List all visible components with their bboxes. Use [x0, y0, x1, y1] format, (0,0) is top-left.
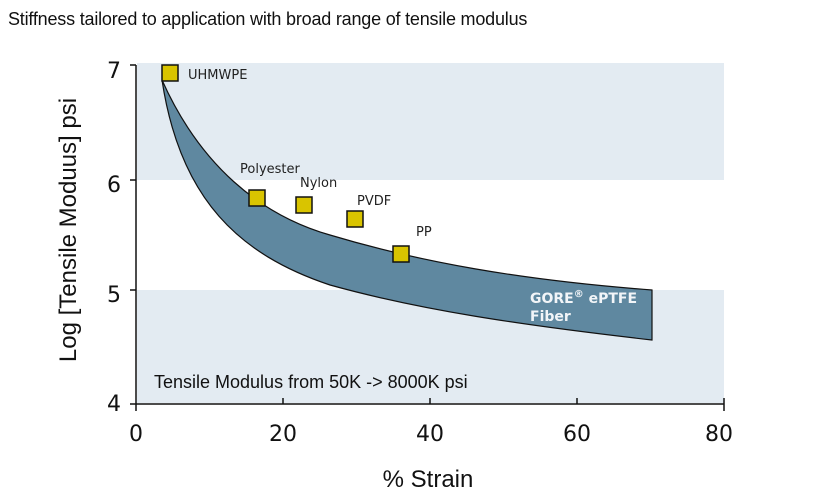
modulus-range-annotation: Tensile Modulus from 50K -> 8000K psi [154, 372, 468, 392]
eptfe-region [161, 79, 653, 341]
chart-title: Stiffness tailored to application with b… [8, 9, 528, 29]
y-tick-6: 6 [107, 173, 121, 198]
label-pp: PP [416, 225, 432, 240]
region-label: GORE® ePTFE [530, 289, 637, 307]
y-ticks [130, 64, 136, 405]
x-axis-title: % Strain [383, 466, 474, 493]
label-nylon: Nylon [300, 176, 337, 191]
y-tick-4: 4 [107, 392, 121, 417]
x-ticks [135, 398, 725, 411]
region-label-line2: Fiber [530, 309, 571, 325]
point-nylon [295, 196, 313, 214]
data-points [161, 64, 410, 263]
point-pp [392, 245, 410, 263]
point-polyester [248, 189, 266, 207]
x-tick-60: 60 [563, 422, 591, 447]
label-polyester: Polyester [240, 162, 301, 177]
label-pvdf: PVDF [357, 194, 391, 209]
x-tick-20: 20 [269, 422, 297, 447]
point-uhmwpe [161, 64, 179, 82]
y-tick-7: 7 [107, 59, 121, 84]
label-uhmwpe: UHMWPE [188, 68, 247, 83]
x-tick-80: 80 [705, 422, 733, 447]
band-upper [137, 63, 724, 180]
y-tick-5: 5 [107, 283, 121, 308]
point-pvdf [346, 210, 364, 228]
y-axis-title: Log [Tensile Moduus] psi [55, 98, 82, 362]
x-tick-0: 0 [129, 422, 143, 447]
x-tick-40: 40 [416, 422, 444, 447]
